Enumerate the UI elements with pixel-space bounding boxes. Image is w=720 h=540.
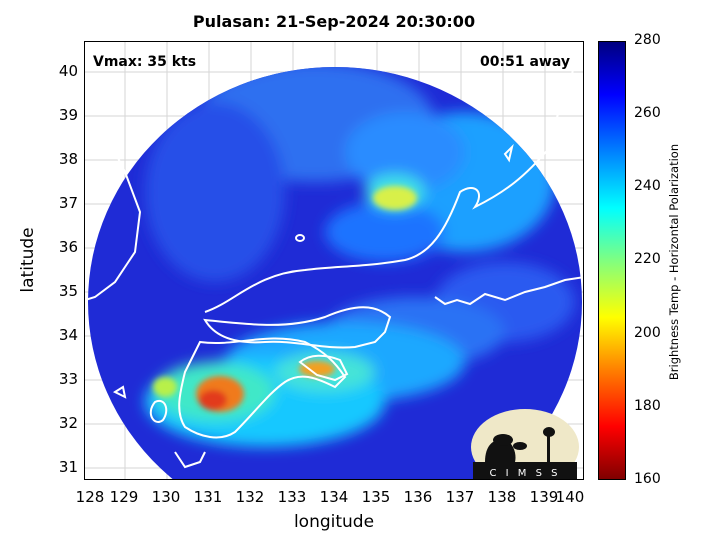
colorbar-tick: 280 [634,32,661,48]
x-tick: 135 [361,488,391,506]
x-axis-label: longitude [293,512,375,532]
colorbar-tick: 220 [634,251,661,267]
y-tick: 39 [58,106,78,124]
x-tick: 139 [529,488,559,506]
x-tick: 134 [319,488,349,506]
y-tick: 33 [58,370,78,388]
x-tick: 136 [403,488,433,506]
y-tick: 38 [58,150,78,168]
y-tick: 35 [58,282,78,300]
x-tick: 133 [277,488,307,506]
logo-text: C I M S S [490,468,561,479]
colorbar-tick: 260 [634,105,661,121]
x-tick: 140 [555,488,585,506]
brightness-temp-swath [88,67,582,479]
colorbar-tick: 160 [634,471,661,487]
coastlines [85,42,583,469]
colorbar-tick: 200 [634,325,661,341]
map-plot-area: C I M S S [84,41,584,480]
x-tick: 131 [193,488,223,506]
x-tick: 137 [445,488,475,506]
x-tick: 130 [151,488,181,506]
colorbar-label: Brightness Temp - Horizontal Polarizatio… [667,143,681,381]
colorbar-tick: 240 [634,178,661,194]
y-tick: 32 [58,414,78,432]
x-tick: 132 [235,488,265,506]
x-tick: 129 [109,488,139,506]
x-tick: 128 [75,488,105,506]
colorbar-tick: 180 [634,398,661,414]
y-tick: 36 [58,238,78,256]
cimss-logo: C I M S S [471,409,579,479]
map-title: Pulasan: 21-Sep-2024 20:30:00 [192,12,476,31]
y-tick: 31 [58,458,78,476]
y-axis-label: latitude [18,227,38,293]
y-tick: 34 [58,326,78,344]
y-tick: 37 [58,194,78,212]
colorbar [598,41,626,480]
vmax-label: Vmax: 35 kts [93,54,197,70]
x-tick: 138 [487,488,517,506]
y-tick: 40 [58,62,78,80]
time-away-label: 00:51 away [480,54,570,70]
map-svg: C I M S S [85,42,583,479]
